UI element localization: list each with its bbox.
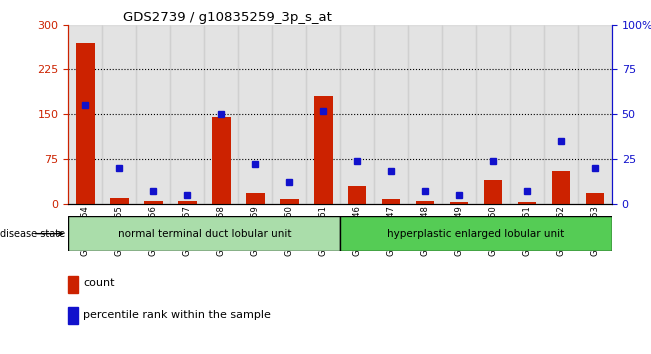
Bar — [110, 198, 129, 204]
Bar — [476, 25, 510, 204]
Bar — [348, 185, 367, 204]
Bar — [68, 276, 78, 293]
Bar — [381, 199, 400, 204]
Bar — [340, 216, 612, 251]
Bar — [102, 25, 136, 204]
Bar — [518, 202, 536, 204]
Bar — [374, 25, 408, 204]
Bar — [204, 25, 238, 204]
Bar — [171, 25, 204, 204]
Text: count: count — [83, 278, 115, 289]
Bar — [314, 96, 333, 204]
Bar — [450, 202, 469, 204]
Bar — [238, 25, 272, 204]
Bar — [68, 216, 340, 251]
Bar — [68, 25, 102, 204]
Bar — [272, 25, 306, 204]
Text: normal terminal duct lobular unit: normal terminal duct lobular unit — [117, 229, 291, 239]
Bar — [246, 193, 264, 204]
Bar — [340, 25, 374, 204]
Bar — [416, 201, 434, 204]
Bar — [76, 43, 94, 204]
Bar — [144, 201, 163, 204]
Bar — [136, 25, 171, 204]
Text: disease state: disease state — [0, 229, 65, 239]
Bar — [212, 117, 230, 204]
Bar — [544, 25, 578, 204]
Bar — [510, 25, 544, 204]
Text: GDS2739 / g10835259_3p_s_at: GDS2739 / g10835259_3p_s_at — [122, 11, 331, 24]
Bar — [280, 199, 299, 204]
Bar — [408, 25, 442, 204]
Text: hyperplastic enlarged lobular unit: hyperplastic enlarged lobular unit — [387, 229, 564, 239]
Bar — [68, 307, 78, 324]
Bar — [306, 25, 340, 204]
Bar — [578, 25, 612, 204]
Bar — [178, 201, 197, 204]
Bar — [586, 193, 604, 204]
Bar — [442, 25, 476, 204]
Bar — [484, 180, 503, 204]
Bar — [551, 171, 570, 204]
Text: percentile rank within the sample: percentile rank within the sample — [83, 309, 271, 320]
